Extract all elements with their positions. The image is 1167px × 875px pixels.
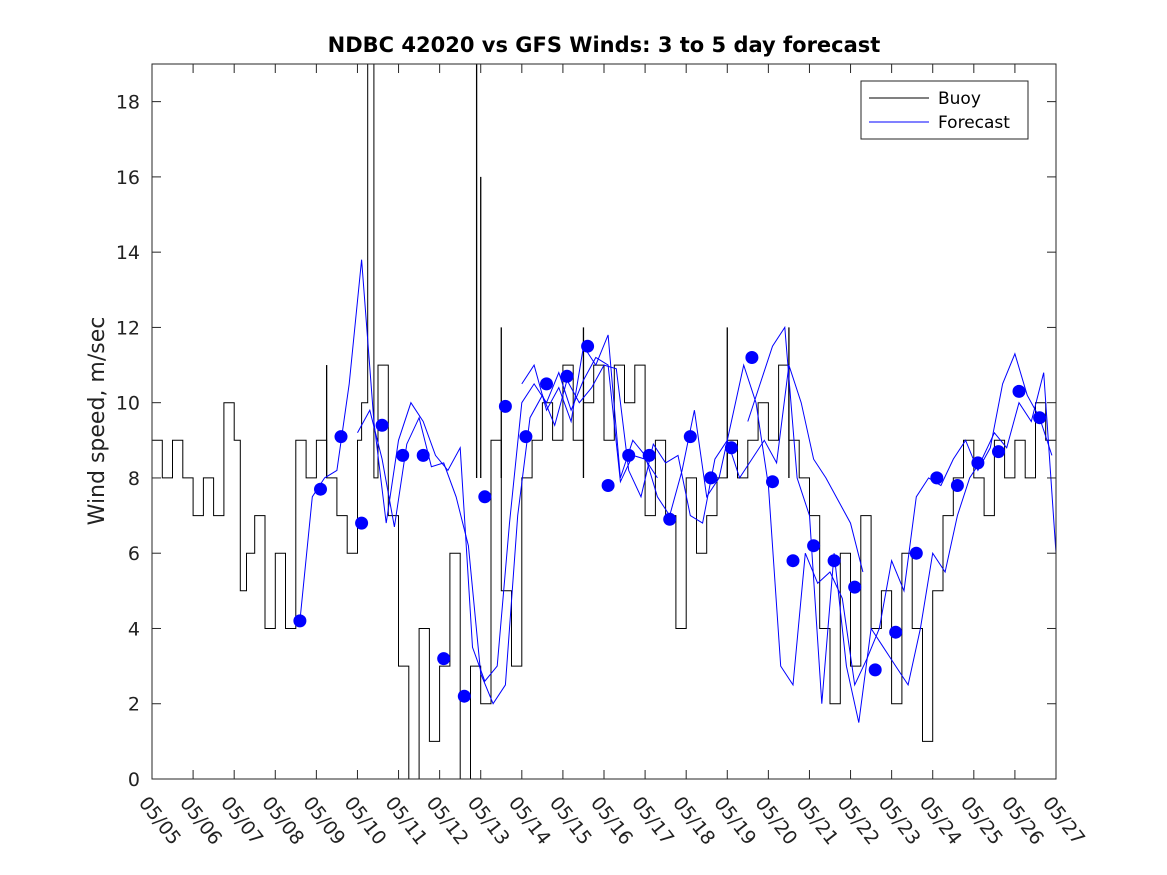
forecast-marker <box>786 554 800 568</box>
forecast-marker <box>848 580 862 594</box>
legend-box <box>860 80 1029 140</box>
forecast-marker <box>683 430 697 444</box>
chart-title: NDBC 42020 vs GFS Winds: 3 to 5 day fore… <box>328 33 881 57</box>
forecast-marker <box>971 456 985 470</box>
forecast-marker <box>766 475 779 489</box>
forecast-marker <box>560 369 574 383</box>
forecast-marker <box>807 539 821 553</box>
forecast-marker <box>642 448 656 462</box>
legend-label-forecast: Forecast <box>938 113 1010 133</box>
forecast-line <box>521 334 1053 687</box>
forecast-markers <box>293 339 1047 703</box>
y-tick-label: 6 <box>128 543 140 565</box>
forecast-marker <box>930 471 944 485</box>
forecast-series <box>299 259 1057 723</box>
forecast-marker <box>540 377 553 391</box>
buoy-line <box>152 63 1057 780</box>
y-tick-label: 16 <box>116 167 140 189</box>
forecast-marker <box>498 399 512 413</box>
forecast-marker <box>724 441 738 455</box>
forecast-marker <box>601 479 615 492</box>
forecast-marker <box>355 516 369 530</box>
forecast-marker <box>889 625 903 639</box>
forecast-marker <box>437 652 451 666</box>
forecast-marker <box>375 418 389 432</box>
forecast-marker <box>992 445 1005 459</box>
forecast-marker <box>663 512 677 526</box>
forecast-marker <box>1012 384 1026 398</box>
legend-label-buoy: Buoy <box>938 89 981 109</box>
y-tick-label: 18 <box>116 92 140 114</box>
forecast-marker <box>745 351 759 364</box>
y-axis: 0 2 4 6 8 10 12 14 16 18 <box>116 92 1056 791</box>
forecast-marker <box>416 448 430 462</box>
forecast-marker <box>909 546 923 560</box>
forecast-line <box>357 364 864 705</box>
y-axis-label: Wind speed, m/sec <box>85 317 110 526</box>
forecast-marker <box>293 614 307 628</box>
forecast-marker <box>334 430 348 444</box>
forecast-line <box>747 325 1057 723</box>
y-tick-label: 12 <box>116 317 140 339</box>
forecast-marker <box>581 339 595 353</box>
y-tick-label: 4 <box>128 618 140 640</box>
forecast-marker <box>827 554 841 568</box>
forecast-marker <box>478 490 492 504</box>
forecast-marker <box>704 471 718 485</box>
plot-area <box>152 63 1057 780</box>
y-tick-label: 2 <box>128 694 140 716</box>
legend: Buoy Forecast <box>860 80 1029 140</box>
forecast-marker <box>396 448 410 462</box>
forecast-marker <box>950 479 964 492</box>
buoy-series <box>152 63 1057 780</box>
y-tick-label: 14 <box>116 242 140 264</box>
forecast-marker <box>519 430 533 444</box>
y-tick-label: 8 <box>128 468 140 490</box>
forecast-marker <box>457 689 471 703</box>
y-tick-label: 0 <box>128 769 140 791</box>
forecast-marker <box>622 448 636 462</box>
y-tick-label: 10 <box>116 393 140 415</box>
forecast-marker <box>868 663 882 677</box>
forecast-marker <box>314 482 327 496</box>
forecast-marker <box>1033 411 1047 425</box>
